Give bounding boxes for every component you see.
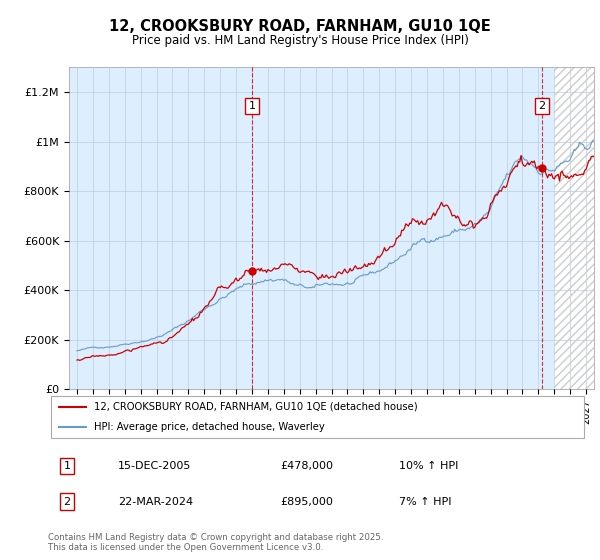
Text: HPI: Average price, detached house, Waverley: HPI: Average price, detached house, Wave… bbox=[94, 422, 325, 432]
Text: 1: 1 bbox=[248, 101, 256, 111]
Text: £478,000: £478,000 bbox=[280, 461, 333, 471]
Text: 1: 1 bbox=[64, 461, 70, 471]
Text: Contains HM Land Registry data © Crown copyright and database right 2025.
This d: Contains HM Land Registry data © Crown c… bbox=[48, 533, 383, 552]
Text: 22-MAR-2024: 22-MAR-2024 bbox=[118, 497, 193, 507]
Text: £895,000: £895,000 bbox=[280, 497, 333, 507]
Text: Price paid vs. HM Land Registry's House Price Index (HPI): Price paid vs. HM Land Registry's House … bbox=[131, 34, 469, 47]
Text: 10% ↑ HPI: 10% ↑ HPI bbox=[399, 461, 458, 471]
Text: 12, CROOKSBURY ROAD, FARNHAM, GU10 1QE (detached house): 12, CROOKSBURY ROAD, FARNHAM, GU10 1QE (… bbox=[94, 402, 418, 412]
FancyBboxPatch shape bbox=[50, 395, 584, 438]
Bar bbox=[69, 67, 554, 389]
Text: 12, CROOKSBURY ROAD, FARNHAM, GU10 1QE: 12, CROOKSBURY ROAD, FARNHAM, GU10 1QE bbox=[109, 20, 491, 34]
Text: 2: 2 bbox=[538, 101, 545, 111]
Text: 15-DEC-2005: 15-DEC-2005 bbox=[118, 461, 191, 471]
Text: 7% ↑ HPI: 7% ↑ HPI bbox=[399, 497, 452, 507]
Bar bbox=[554, 67, 600, 389]
Text: 2: 2 bbox=[64, 497, 70, 507]
